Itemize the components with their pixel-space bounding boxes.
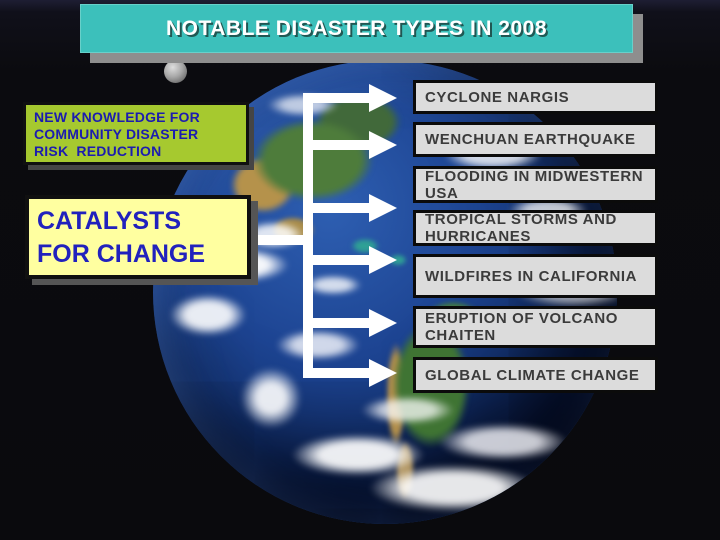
catalysts-line-2: FOR CHANGE bbox=[37, 240, 206, 268]
disaster-box-global-climate-change: GLOBAL CLIMATE CHANGE bbox=[413, 357, 658, 393]
disaster-box-wenchuan-earthquake: WENCHUAN EARTHQUAKE bbox=[413, 122, 658, 157]
catalysts-callout-box: CATALYSTS FOR CHANGE bbox=[25, 195, 251, 279]
disaster-label: CYCLONE NARGIS bbox=[425, 88, 570, 106]
disaster-box-flooding-midwestern-usa: FLOODING IN MIDWESTERN USA bbox=[413, 166, 658, 203]
disaster-label: GLOBAL CLIMATE CHANGE bbox=[425, 366, 640, 384]
disaster-label: ERUPTION OF VOLCANO CHAITEN bbox=[425, 310, 619, 344]
disaster-label: WILDFIRES IN CALIFORNIA bbox=[425, 267, 638, 285]
disaster-box-tropical-storms-hurricanes: TROPICAL STORMS AND HURRICANES bbox=[413, 210, 658, 246]
moon-icon bbox=[164, 60, 187, 83]
knowledge-line-3: RISK REDUCTION bbox=[34, 143, 162, 159]
knowledge-callout-box: NEW KNOWLEDGE FOR COMMUNITY DISASTER RIS… bbox=[23, 102, 249, 165]
slide-title: NOTABLE DISASTER TYPES IN 2008 bbox=[165, 16, 548, 40]
knowledge-line-1: NEW KNOWLEDGE FOR bbox=[34, 109, 200, 125]
disaster-box-wildfires-california: WILDFIRES IN CALIFORNIA bbox=[413, 254, 658, 298]
disaster-box-cyclone-nargis: CYCLONE NARGIS bbox=[413, 80, 658, 114]
catalysts-line-1: CATALYSTS bbox=[37, 207, 181, 235]
disaster-label: TROPICAL STORMS AND HURRICANES bbox=[425, 211, 617, 245]
title-banner: NOTABLE DISASTER TYPES IN 2008 bbox=[80, 4, 633, 53]
knowledge-line-2: COMMUNITY DISASTER bbox=[34, 126, 199, 142]
disaster-label: FLOODING IN MIDWESTERN USA bbox=[425, 167, 644, 202]
disaster-box-volcano-chaiten: ERUPTION OF VOLCANO CHAITEN bbox=[413, 306, 658, 348]
disaster-label: WENCHUAN EARTHQUAKE bbox=[425, 131, 636, 148]
